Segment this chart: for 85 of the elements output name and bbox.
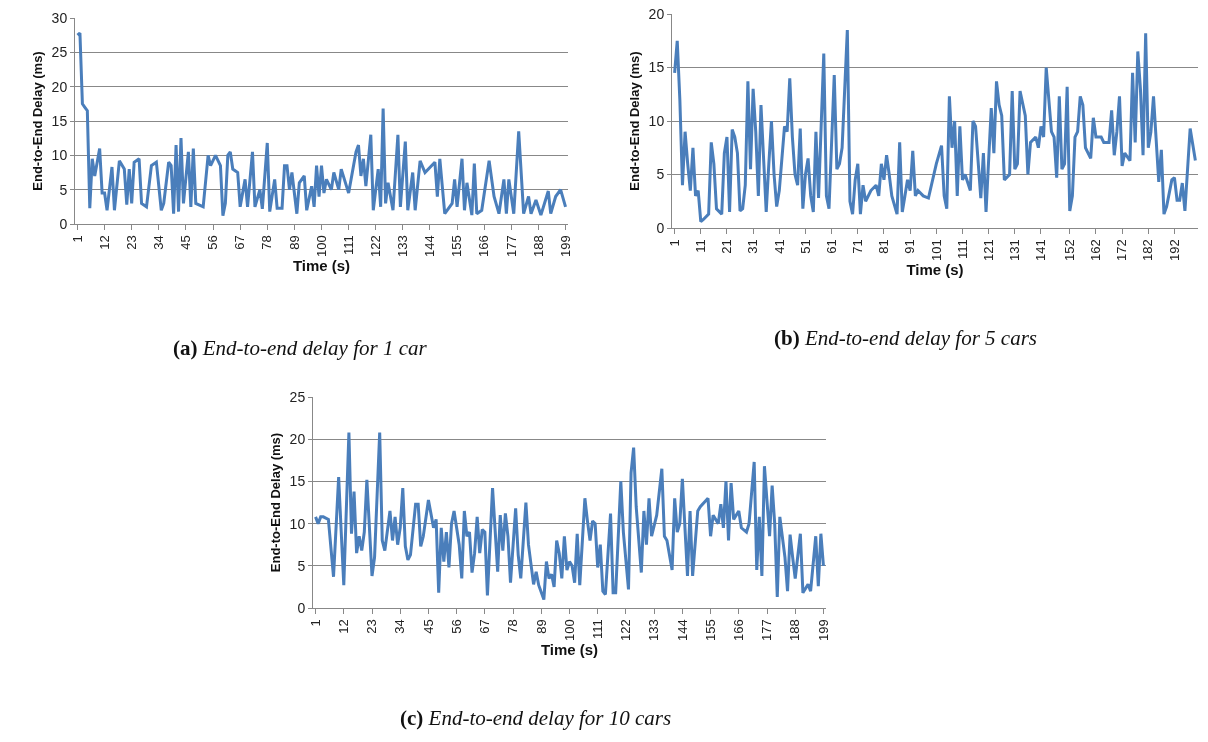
x-tick-label: 199 bbox=[815, 619, 831, 641]
x-tick-label: 23 bbox=[123, 235, 139, 250]
x-tick-label: 101 bbox=[928, 239, 944, 261]
x-tick-label: 172 bbox=[1114, 239, 1130, 261]
x-tick-label: 41 bbox=[771, 239, 787, 254]
x-axis-title: Time (s) bbox=[906, 260, 964, 278]
x-tick-label: 56 bbox=[448, 619, 464, 634]
text: (b) End-to-end delay for 5 cars bbox=[774, 326, 1038, 350]
x-tick-label: 34 bbox=[151, 235, 167, 250]
x-tick-label: 21 bbox=[719, 239, 735, 254]
x-tick-label: 61 bbox=[823, 239, 839, 254]
text: (a) End-to-end delay for 1 car bbox=[173, 336, 428, 360]
x-tick-label: 192 bbox=[1166, 239, 1182, 261]
y-axis-title: End-to-End Delay (ms) bbox=[267, 432, 283, 573]
x-axis-title: Time (s) bbox=[540, 640, 599, 658]
x-tick-label: 23 bbox=[364, 619, 380, 634]
x-tick-label: 155 bbox=[702, 619, 718, 641]
x-tick-label: 199 bbox=[557, 235, 573, 257]
y-tick-label: 20 bbox=[289, 431, 306, 448]
x-tick-label: 166 bbox=[476, 235, 492, 257]
text: (c) End-to-end delay for 10 cars bbox=[400, 706, 672, 730]
y-tick-label: 10 bbox=[289, 515, 306, 532]
x-tick-label: 111 bbox=[340, 235, 356, 255]
x-tick-label: 34 bbox=[392, 619, 408, 634]
x-tick-label: 100 bbox=[561, 619, 577, 641]
x-tick-label: 133 bbox=[646, 619, 662, 641]
y-tick-label: 30 bbox=[51, 9, 68, 26]
x-tick-label: 12 bbox=[96, 235, 112, 250]
x-tick-label: 144 bbox=[674, 619, 690, 641]
y-tick-label: 15 bbox=[289, 473, 306, 490]
x-tick-label: 45 bbox=[420, 619, 436, 634]
y-tick-label: 0 bbox=[59, 215, 68, 232]
y-tick-label: 20 bbox=[51, 78, 68, 95]
y-axis-title: End-to-End Delay (ms) bbox=[626, 51, 642, 191]
y-tick-label: 25 bbox=[289, 388, 306, 405]
x-tick-label: 91 bbox=[902, 239, 918, 254]
x-tick-label: 56 bbox=[205, 235, 221, 250]
x-tick-label: 182 bbox=[1140, 239, 1156, 261]
y-tick-label: 10 bbox=[51, 147, 68, 164]
x-tick-label: 188 bbox=[530, 235, 546, 257]
x-tick-label: 177 bbox=[759, 619, 775, 641]
x-tick-label: 89 bbox=[533, 619, 549, 634]
y-tick-label: 15 bbox=[648, 59, 665, 76]
x-tick-label: 162 bbox=[1088, 239, 1104, 261]
y-tick-label: 20 bbox=[648, 5, 665, 22]
x-tick-label: 100 bbox=[313, 235, 329, 257]
x-tick-label: 111 bbox=[589, 619, 605, 639]
y-tick-label: 5 bbox=[59, 181, 68, 198]
x-tick-label: 81 bbox=[876, 239, 892, 254]
x-tick-label: 67 bbox=[232, 235, 248, 250]
x-axis-title: Time (s) bbox=[292, 256, 351, 274]
x-tick-label: 1 bbox=[307, 619, 323, 627]
y-tick-label: 5 bbox=[297, 557, 306, 574]
x-tick-label: 177 bbox=[503, 235, 519, 257]
y-tick-label: 10 bbox=[648, 112, 665, 129]
x-tick-label: 78 bbox=[505, 619, 521, 634]
x-tick-label: 12 bbox=[336, 619, 352, 634]
y-axis-title: End-to-End Delay (ms) bbox=[29, 51, 45, 191]
x-tick-label: 89 bbox=[286, 235, 302, 250]
x-tick-label: 1 bbox=[69, 235, 85, 243]
x-tick-label: 122 bbox=[367, 235, 383, 257]
x-tick-label: 133 bbox=[395, 235, 411, 257]
x-tick-label: 144 bbox=[422, 235, 438, 257]
x-tick-label: 51 bbox=[797, 239, 813, 254]
x-tick-label: 78 bbox=[259, 235, 275, 250]
x-tick-label: 111 bbox=[954, 239, 970, 259]
x-tick-label: 71 bbox=[850, 239, 866, 254]
x-tick-label: 141 bbox=[1033, 239, 1049, 261]
x-tick-label: 155 bbox=[449, 235, 465, 257]
x-tick-label: 152 bbox=[1061, 239, 1077, 261]
x-tick-label: 131 bbox=[1007, 239, 1023, 261]
y-tick-label: 5 bbox=[656, 166, 665, 183]
x-tick-label: 45 bbox=[178, 235, 194, 250]
x-tick-label: 11 bbox=[693, 239, 709, 253]
y-tick-label: 25 bbox=[51, 44, 68, 61]
x-tick-label: 31 bbox=[745, 239, 761, 254]
x-tick-label: 122 bbox=[618, 619, 634, 641]
y-tick-label: 0 bbox=[297, 599, 306, 616]
x-tick-label: 166 bbox=[731, 619, 747, 641]
x-tick-label: 1 bbox=[666, 239, 682, 247]
x-tick-label: 121 bbox=[980, 239, 996, 261]
x-tick-label: 188 bbox=[787, 619, 803, 641]
y-tick-label: 0 bbox=[656, 219, 665, 236]
x-tick-label: 67 bbox=[477, 619, 493, 634]
y-tick-label: 15 bbox=[51, 112, 68, 129]
